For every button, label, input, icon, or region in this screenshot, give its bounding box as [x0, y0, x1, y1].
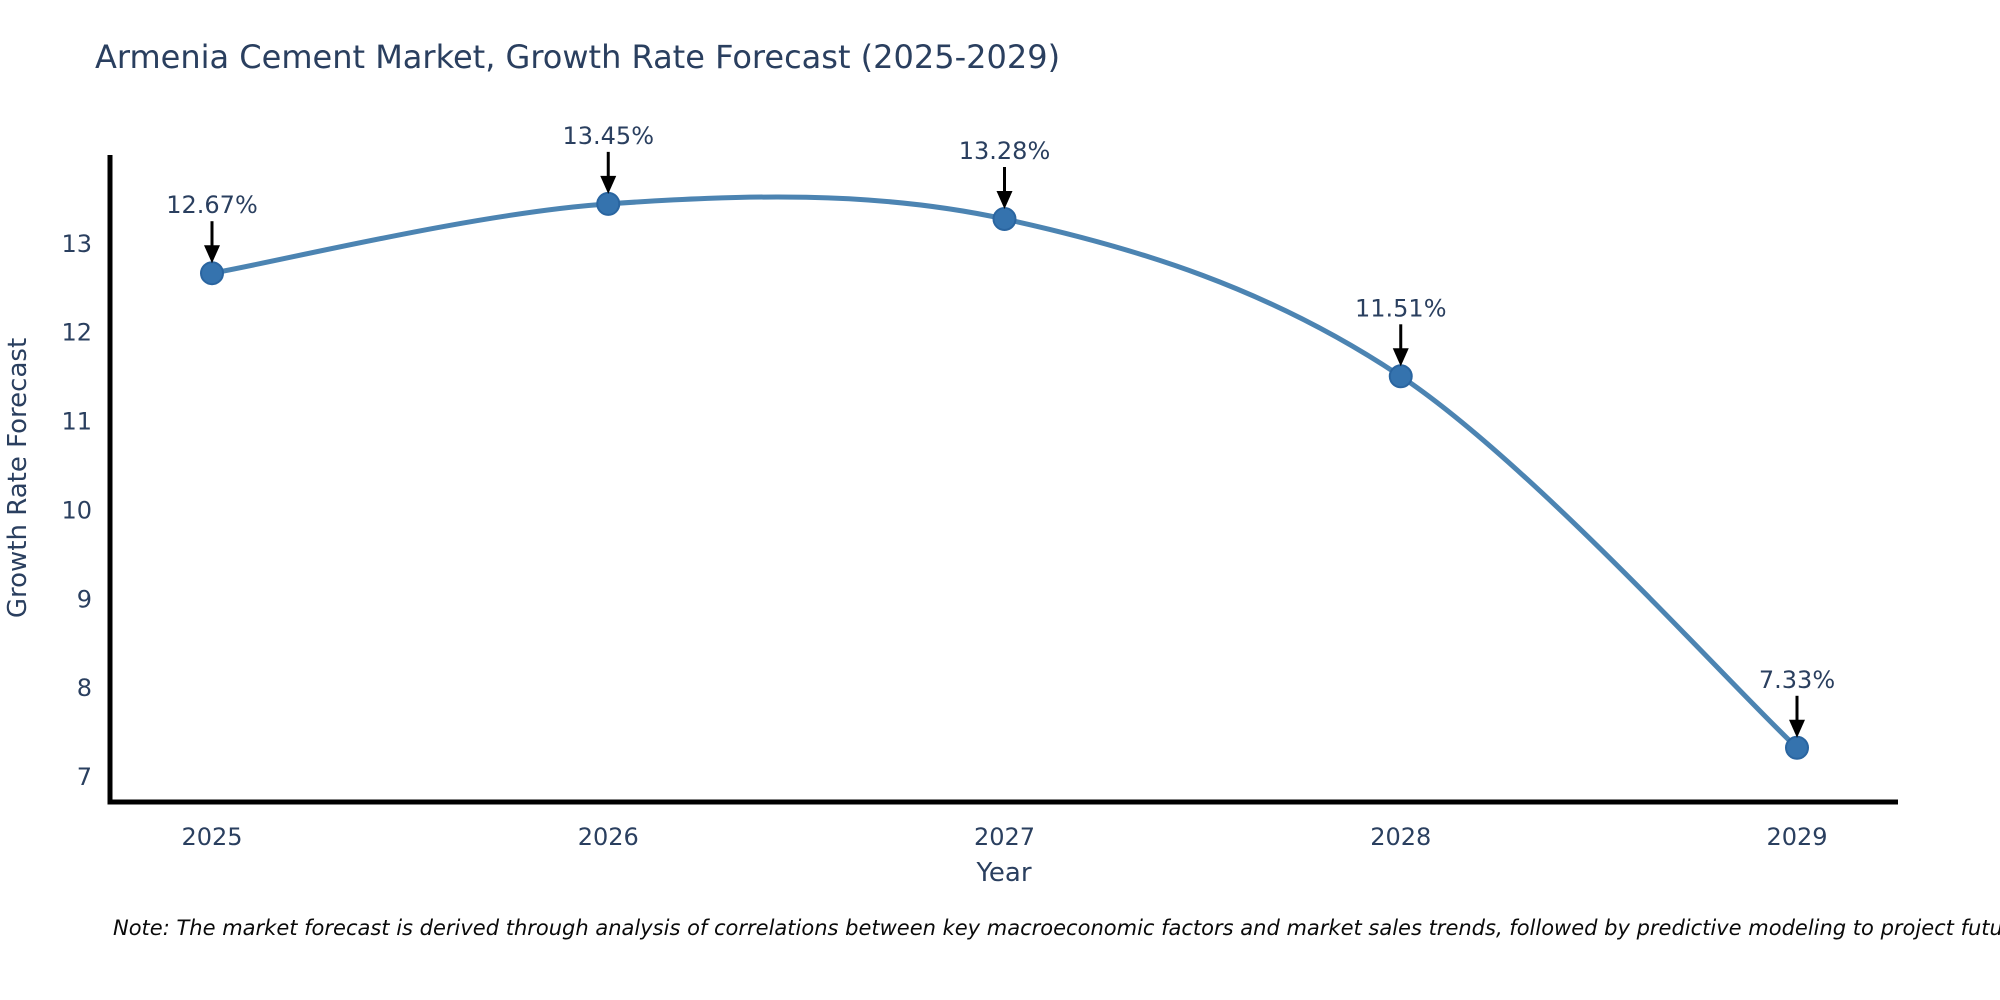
y-axis-title: Growth Rate Forecast: [3, 337, 33, 619]
y-tick-label: 7: [77, 763, 92, 791]
annotation-label: 13.45%: [562, 122, 654, 150]
data-point[interactable]: [596, 191, 621, 216]
x-tick-label: 2025: [181, 823, 242, 851]
annotation-label: 11.51%: [1355, 294, 1447, 322]
annotation-label: 13.28%: [959, 137, 1051, 165]
annotation-label: 12.67%: [166, 191, 258, 219]
annotation-arrow-head: [996, 190, 1013, 209]
y-tick-label: 9: [77, 585, 92, 613]
data-point[interactable]: [992, 206, 1017, 231]
footnote-text: Note: The market forecast is derived thr…: [113, 916, 2000, 940]
annotation-arrow-head: [1392, 348, 1409, 367]
data-point[interactable]: [1388, 364, 1413, 389]
annotation-arrow-head: [1789, 719, 1805, 738]
data-point[interactable]: [1785, 735, 1809, 760]
y-tick-label: 11: [61, 408, 92, 436]
y-tick-label: 8: [77, 674, 92, 702]
y-tick-label: 12: [61, 319, 92, 347]
y-tick-label: 13: [61, 230, 92, 258]
x-tick-label: 2029: [1766, 823, 1827, 851]
data-point[interactable]: [200, 261, 224, 286]
x-tick-label: 2026: [578, 823, 639, 851]
y-tick-label: 10: [61, 496, 92, 524]
x-tick-label: 2028: [1370, 823, 1431, 851]
x-tick-label: 2027: [974, 823, 1035, 851]
annotation-arrow-head: [600, 175, 617, 194]
forecast-line: [209, 194, 1800, 751]
annotation-arrow-head: [204, 245, 220, 264]
chart-title: Armenia Cement Market, Growth Rate Forec…: [95, 38, 1061, 76]
x-axis-title: Year: [976, 858, 1032, 888]
annotation-label: 7.33%: [1759, 666, 1835, 694]
